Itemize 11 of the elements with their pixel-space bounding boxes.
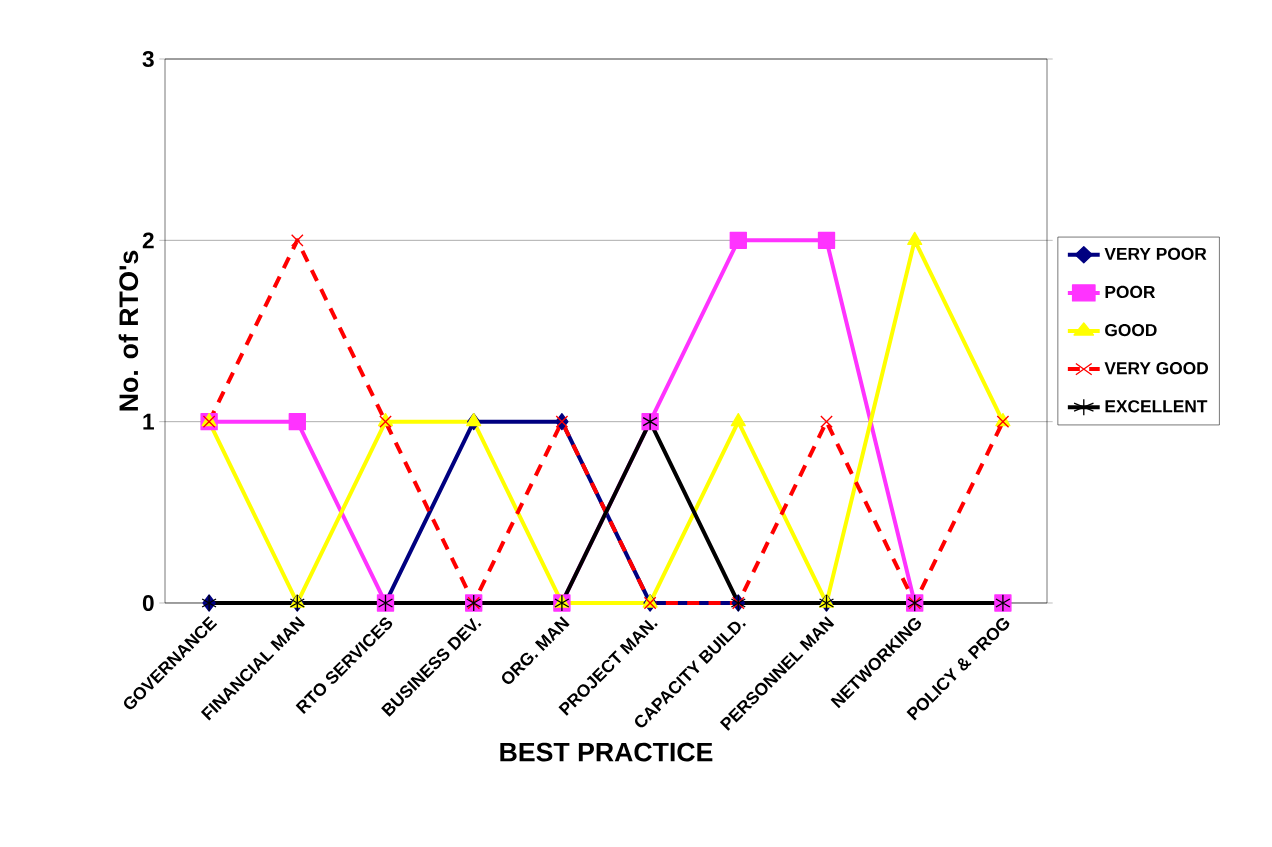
legend-label: GOOD — [1105, 323, 1157, 337]
legend-label: POOR — [1105, 285, 1156, 299]
x-axis-title: BEST PRACTICE — [500, 742, 713, 762]
y-tick-label: 0 — [142, 594, 154, 612]
legend-label: VERY POOR — [1104, 247, 1207, 261]
legend-label: EXCELLENT — [1105, 400, 1208, 413]
y-tick-label: 1 — [143, 413, 154, 430]
y-axis-title: No. of RTO's — [118, 250, 139, 411]
legend-label: VERY GOOD — [1104, 362, 1208, 375]
y-tick-label: 3 — [142, 50, 154, 68]
y-tick-label: 2 — [142, 232, 154, 249]
